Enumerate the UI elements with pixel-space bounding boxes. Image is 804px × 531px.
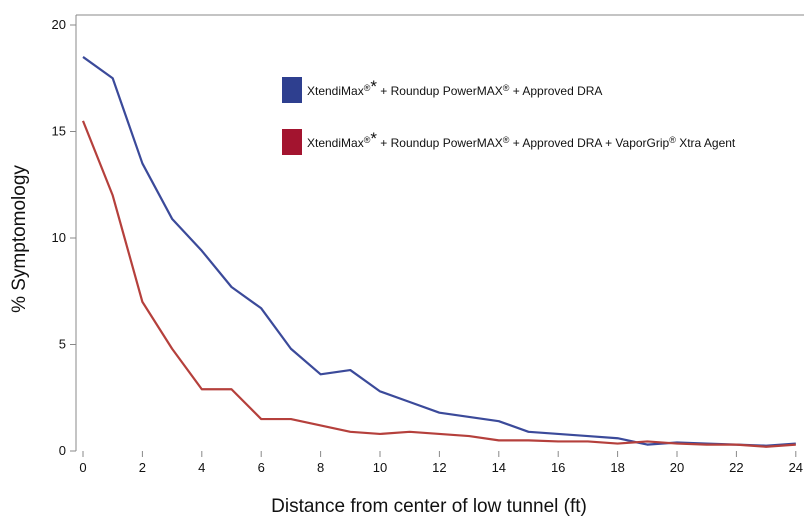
x-tick-label: 6 xyxy=(258,460,265,475)
plot-frame xyxy=(75,14,804,451)
y-tick-label: 20 xyxy=(52,17,66,32)
x-axis: 0 2 4 6 8 10 12 14 16 18 20 22 24 xyxy=(79,451,803,475)
x-tick-label: 24 xyxy=(789,460,803,475)
y-tick-label: 10 xyxy=(52,230,66,245)
x-tick-label: 4 xyxy=(198,460,205,475)
x-tick-label: 18 xyxy=(610,460,624,475)
legend-swatch-1 xyxy=(282,77,302,103)
series-line-1 xyxy=(82,56,796,447)
legend: XtendiMax®* + Roundup PowerMAX® + Approv… xyxy=(282,77,736,155)
y-tick-label: 15 xyxy=(52,124,66,139)
y-tick-label: 0 xyxy=(59,443,66,458)
y-axis-title: % Symptomology xyxy=(9,165,30,313)
x-axis-title: Distance from center of low tunnel (ft) xyxy=(271,496,587,517)
x-tick-label: 14 xyxy=(492,460,506,475)
series-layer xyxy=(81,56,796,448)
series-line-2 xyxy=(81,120,796,448)
y-tick-label: 5 xyxy=(59,337,66,352)
x-tick-label: 20 xyxy=(670,460,684,475)
legend-swatch-2 xyxy=(282,129,302,155)
x-tick-label: 10 xyxy=(373,460,387,475)
x-tick-label: 0 xyxy=(79,460,86,475)
x-tick-label: 12 xyxy=(432,460,446,475)
legend-label-2: XtendiMax®* + Roundup PowerMAX® + Approv… xyxy=(307,129,736,150)
x-tick-label: 8 xyxy=(317,460,324,475)
legend-label-1: XtendiMax®* + Roundup PowerMAX® + Approv… xyxy=(307,77,602,98)
x-tick-label: 2 xyxy=(139,460,146,475)
y-axis: 0 5 10 15 20 xyxy=(52,17,76,458)
x-tick-label: 16 xyxy=(551,460,565,475)
x-tick-label: 22 xyxy=(729,460,743,475)
